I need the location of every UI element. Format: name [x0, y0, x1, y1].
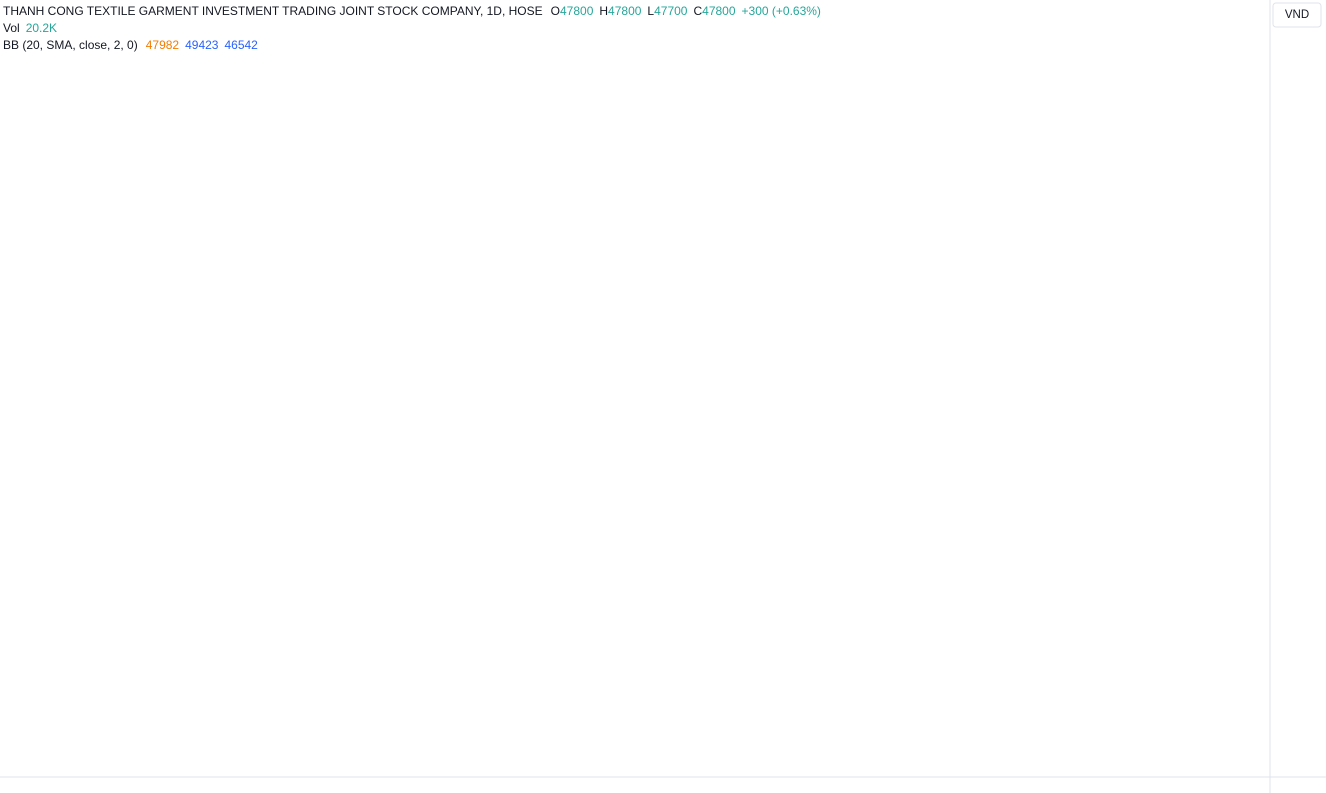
title: THANH CONG TEXTILE GARMENT INVESTMENT TR… — [3, 4, 543, 18]
currency-button[interactable] — [1272, 2, 1322, 28]
ohlc-label: H — [599, 4, 608, 18]
change: +300 (+0.63%) — [742, 4, 821, 18]
bb-basis-value: 47982 — [146, 38, 180, 52]
bb-label: BB (20, SMA, close, 2, 0) — [3, 38, 138, 52]
ohlc-value: 47800 — [560, 4, 594, 18]
bb-lower-value: 46542 — [224, 38, 258, 52]
bb-upper-value: 49423 — [185, 38, 219, 52]
volume-legend: Vol 20.2K — [3, 21, 57, 35]
bb-legend: BB (20, SMA, close, 2, 0) 47982 49423 46542 — [3, 38, 258, 52]
ohlc-label: L — [647, 4, 654, 18]
symbol-title: THANH CONG TEXTILE GARMENT INVESTMENT TR… — [3, 4, 821, 18]
ohlc-value: 47700 — [654, 4, 688, 18]
currency: VND — [1285, 9, 1309, 21]
vol-value: 20.2K — [26, 21, 57, 35]
vol-label: Vol — [3, 21, 20, 35]
ohlc-label: O — [551, 4, 560, 18]
ohlc-label: C — [693, 4, 702, 18]
ohlc-value: 47800 — [702, 4, 736, 18]
ohlc-value: 47800 — [608, 4, 642, 18]
